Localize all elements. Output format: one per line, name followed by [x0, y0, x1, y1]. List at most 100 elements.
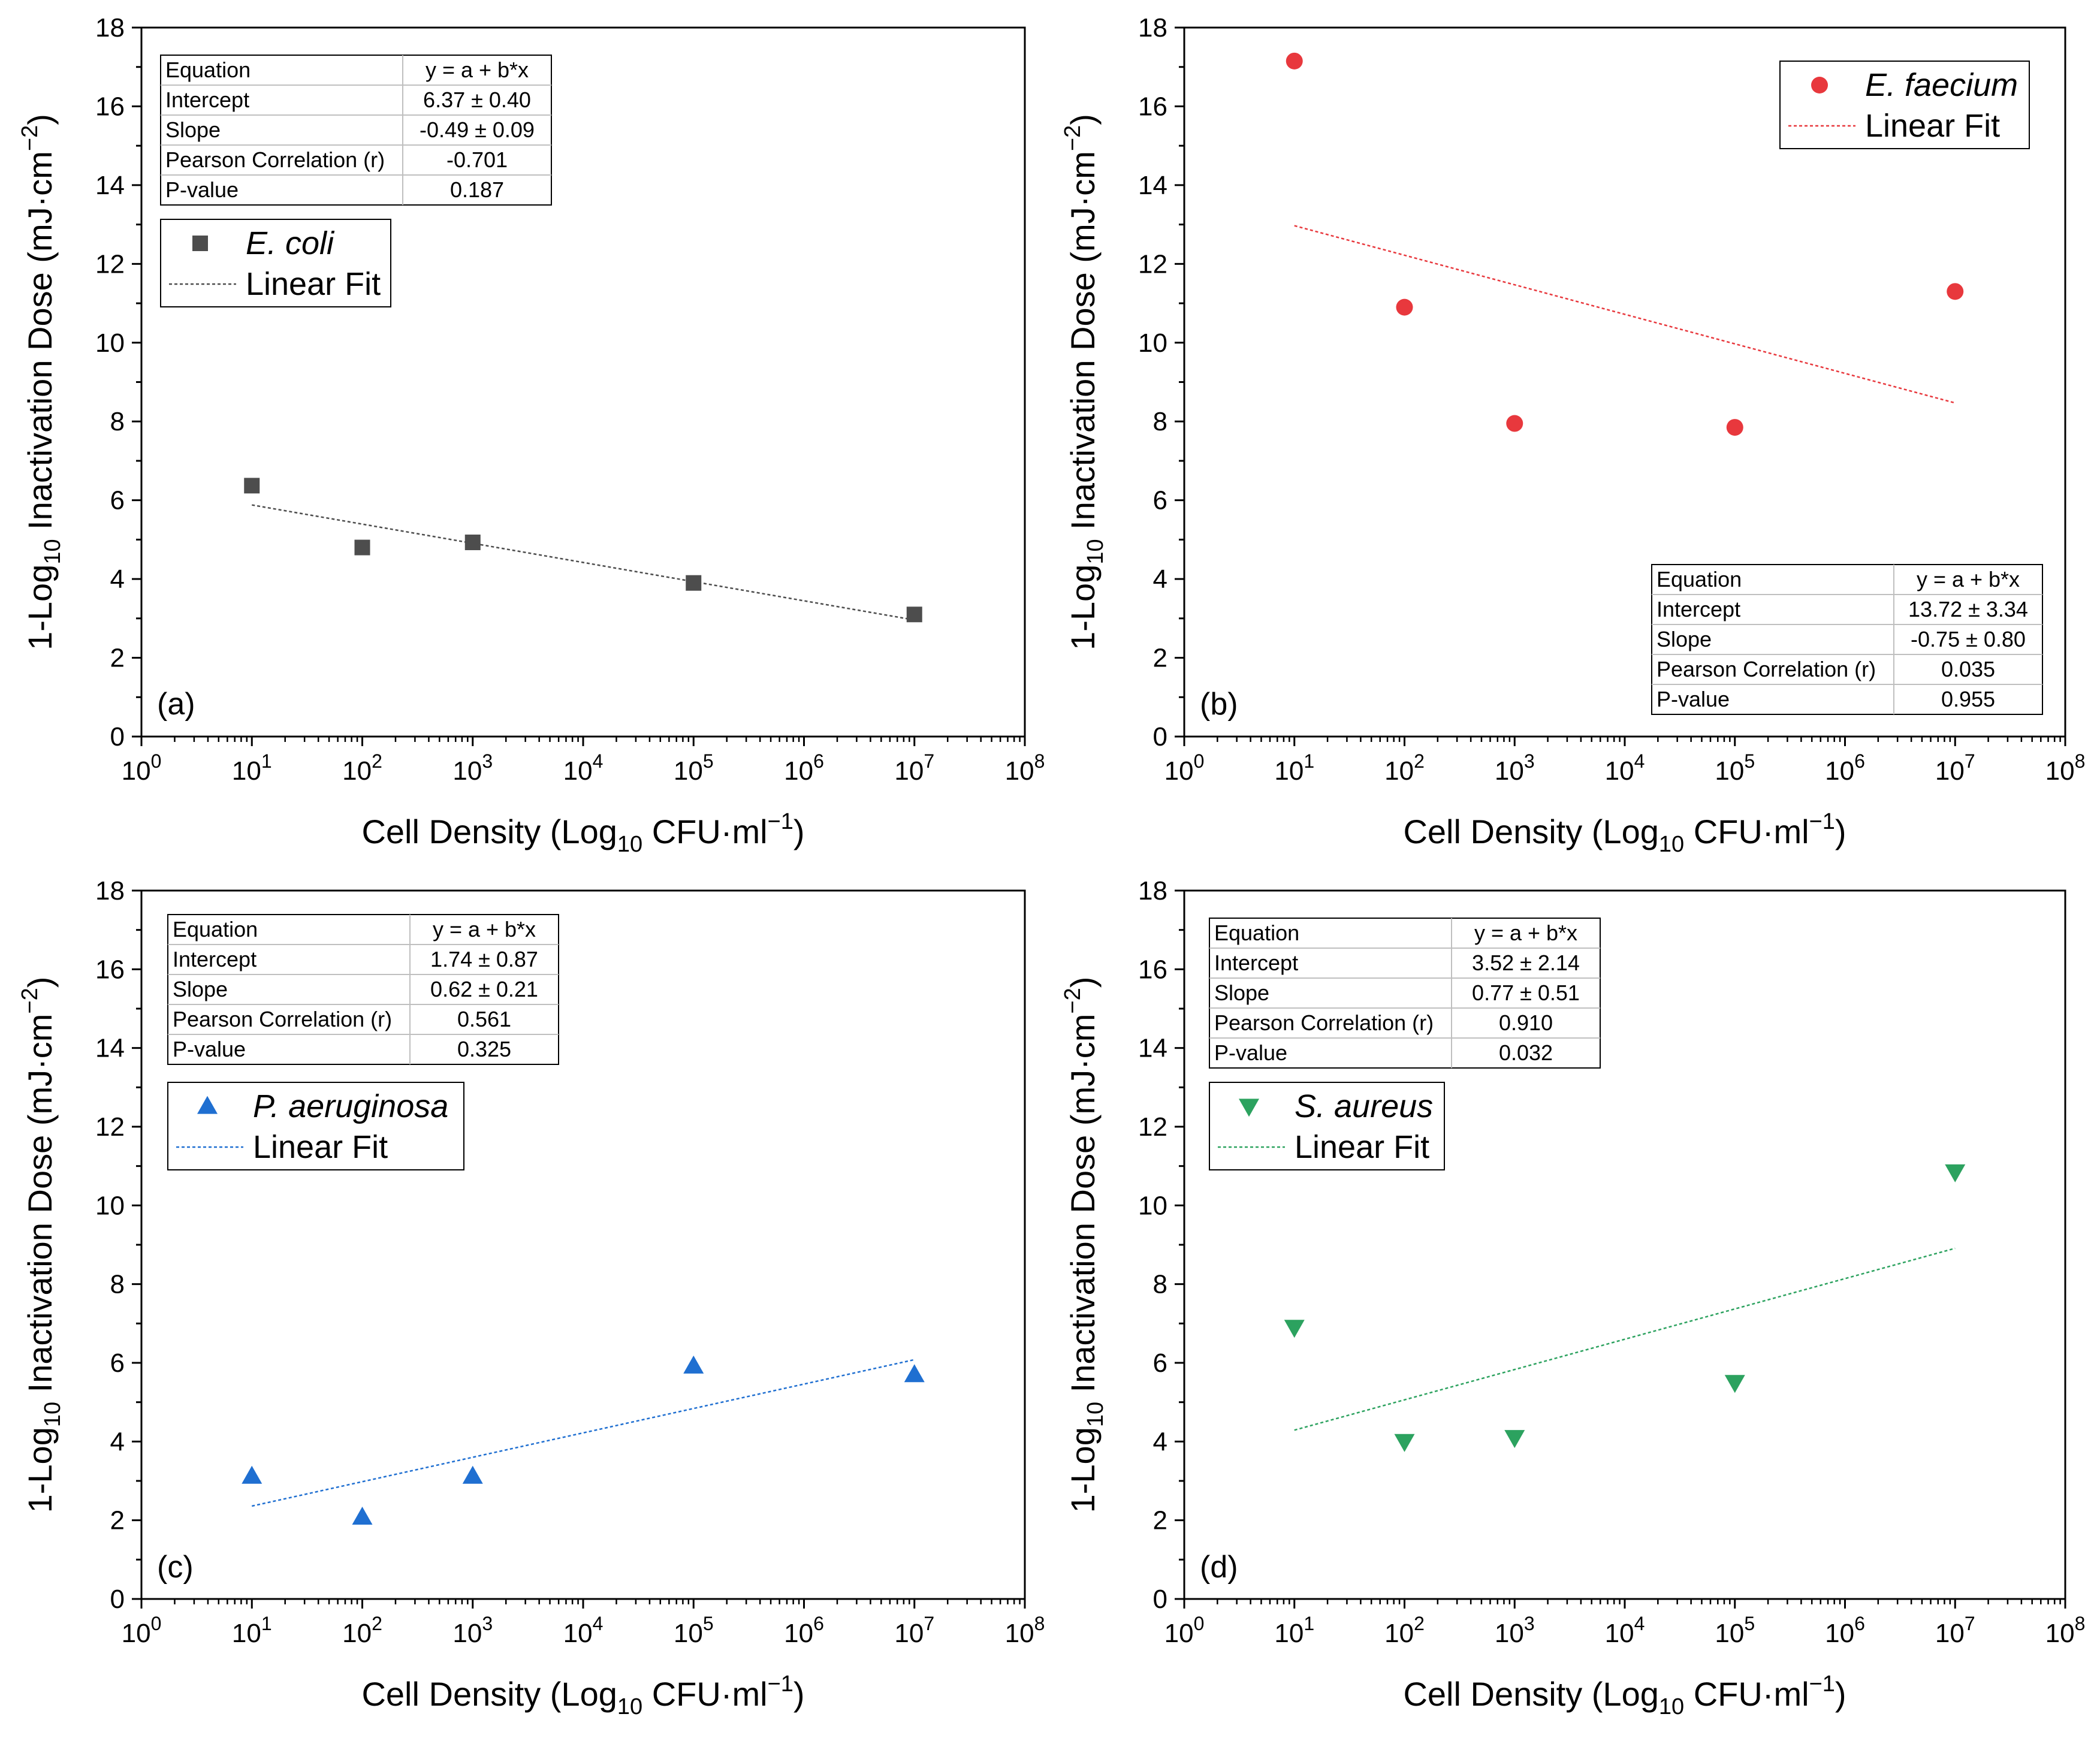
data-point	[683, 1355, 704, 1374]
x-tick-base: 10	[1935, 756, 1965, 786]
x-tick-exponent: 0	[151, 750, 162, 772]
stats-table: Equation y = a + b*x Intercept 1.74 ± 0.87 S…	[167, 914, 559, 1065]
y-tick-label: 16	[1138, 92, 1167, 121]
y-title-sub: 10	[1083, 1402, 1108, 1427]
x-tick-exponent: 2	[372, 750, 382, 772]
data-point	[1504, 1430, 1525, 1449]
stats-key-pvalue: P-value	[1657, 687, 1730, 711]
stats-value-slope: 0.62 ± 0.21	[430, 977, 538, 1001]
y-tick-label: 2	[110, 644, 125, 673]
x-tick-exponent: 0	[1194, 1613, 1205, 1634]
x-title-sup: −1	[768, 1671, 793, 1697]
x-tick-base: 10	[1605, 756, 1634, 786]
legend: E. coli Linear Fit	[160, 219, 391, 307]
x-tick-base: 10	[563, 756, 593, 786]
y-tick-label: 16	[1138, 955, 1167, 984]
y-title-sup: −2	[17, 988, 43, 1013]
x-tick-base: 10	[784, 1619, 813, 1648]
data-point	[1947, 283, 1964, 300]
x-tick-base: 10	[232, 756, 261, 786]
x-tick-base: 10	[452, 1619, 482, 1648]
linear-fit-line	[1294, 225, 1956, 404]
stats-value-pearson: 0.561	[457, 1007, 511, 1031]
stats-table: Equation y = a + b*x Intercept 3.52 ± 2.14 S…	[1209, 918, 1601, 1069]
x-tick-exponent: 6	[813, 1613, 824, 1634]
y-tick-label: 10	[95, 1191, 125, 1220]
data-point	[1506, 415, 1523, 432]
legend-species: P. aeruginosa	[253, 1088, 448, 1124]
y-tick-label: 8	[1153, 407, 1167, 436]
x-title-mid: CFU·ml	[1684, 813, 1809, 850]
x-tick-exponent: 6	[1854, 1613, 1865, 1634]
x-tick-exponent: 4	[593, 750, 604, 772]
data-point	[354, 539, 370, 556]
x-tick-exponent: 1	[261, 1613, 272, 1634]
x-tick-base: 10	[452, 756, 482, 786]
x-tick-label: 101	[1274, 1613, 1314, 1648]
stats-key-slope: Slope	[1657, 627, 1712, 651]
y-title-suffix: )	[1064, 114, 1102, 125]
x-tick-label: 107	[894, 750, 934, 786]
x-tick-base: 10	[894, 1619, 924, 1648]
y-tick-label: 8	[110, 1270, 125, 1299]
legend-marker	[1239, 1099, 1259, 1117]
y-title-prefix: 1-Log	[21, 565, 59, 650]
x-tick-base: 10	[1825, 1619, 1854, 1648]
x-tick-exponent: 6	[1854, 750, 1865, 772]
y-tick-label: 12	[1138, 249, 1167, 279]
y-tick-label: 18	[95, 13, 125, 43]
x-tick-label: 102	[342, 1613, 382, 1648]
x-tick-label: 106	[1825, 1613, 1865, 1648]
y-title-sub: 10	[1083, 539, 1108, 564]
legend-species: E. coli	[246, 225, 335, 261]
stats-value-pvalue: 0.187	[450, 177, 504, 202]
y-tick-label: 18	[95, 876, 125, 906]
y-tick-label: 4	[1153, 565, 1167, 594]
stats-key-intercept: Intercept	[173, 947, 257, 971]
stats-key-slope: Slope	[173, 977, 228, 1001]
x-tick-base: 10	[1605, 1619, 1634, 1648]
stats-value-slope: 0.77 ± 0.51	[1472, 980, 1580, 1005]
x-tick-base: 10	[1164, 756, 1194, 786]
x-tick-label: 103	[1495, 750, 1535, 786]
stats-key-pvalue: P-value	[173, 1037, 246, 1061]
y-tick-label: 12	[95, 249, 125, 279]
data-point	[464, 534, 481, 550]
y-axis-title: 1-Log10 Inactivation Dose (mJ·cm−2)	[1060, 114, 1108, 650]
x-tick-exponent: 2	[372, 1613, 382, 1634]
x-tick-label: 104	[563, 1613, 604, 1648]
y-tick-label: 14	[1138, 1034, 1167, 1063]
y-tick-label: 4	[110, 565, 125, 594]
stats-key-equation: Equation	[173, 917, 258, 942]
y-tick-label: 0	[1153, 1585, 1167, 1614]
legend-box	[1779, 61, 2030, 149]
data-point	[352, 1507, 373, 1525]
data-point	[686, 575, 702, 591]
stats-value-intercept: 6.37 ± 0.40	[423, 87, 531, 112]
x-tick-exponent: 2	[1414, 750, 1425, 772]
x-tick-label: 107	[1935, 1613, 1975, 1648]
y-axis-title: 1-Log10 Inactivation Dose (mJ·cm−2)	[17, 977, 65, 1513]
stats-value-pearson: -0.701	[446, 147, 508, 172]
y-axis-title: 1-Log10 Inactivation Dose (mJ·cm−2)	[17, 114, 65, 650]
x-tick-base: 10	[1384, 1619, 1414, 1648]
x-tick-exponent: 1	[1304, 750, 1314, 772]
y-tick-label: 0	[1153, 722, 1167, 752]
legend-fit-label: Linear Fit	[253, 1129, 388, 1165]
data-point	[1284, 1320, 1305, 1338]
y-tick-label: 0	[110, 1585, 125, 1614]
legend: P. aeruginosa Linear Fit	[167, 1082, 464, 1170]
x-tick-base: 10	[1274, 1619, 1304, 1648]
x-tick-exponent: 3	[482, 750, 493, 772]
stats-key-intercept: Intercept	[1214, 951, 1298, 975]
x-tick-exponent: 7	[1965, 1613, 1975, 1634]
x-title-sub: 10	[1659, 1694, 1684, 1719]
x-tick-exponent: 6	[813, 750, 824, 772]
y-title-suffix: )	[1064, 977, 1102, 988]
data-point	[1726, 419, 1743, 436]
x-title-sup: −1	[1809, 1671, 1835, 1697]
y-title-prefix: 1-Log	[1064, 1427, 1102, 1513]
x-tick-base: 10	[1715, 1619, 1744, 1648]
stats-value-intercept: 13.72 ± 3.34	[1908, 597, 2028, 621]
